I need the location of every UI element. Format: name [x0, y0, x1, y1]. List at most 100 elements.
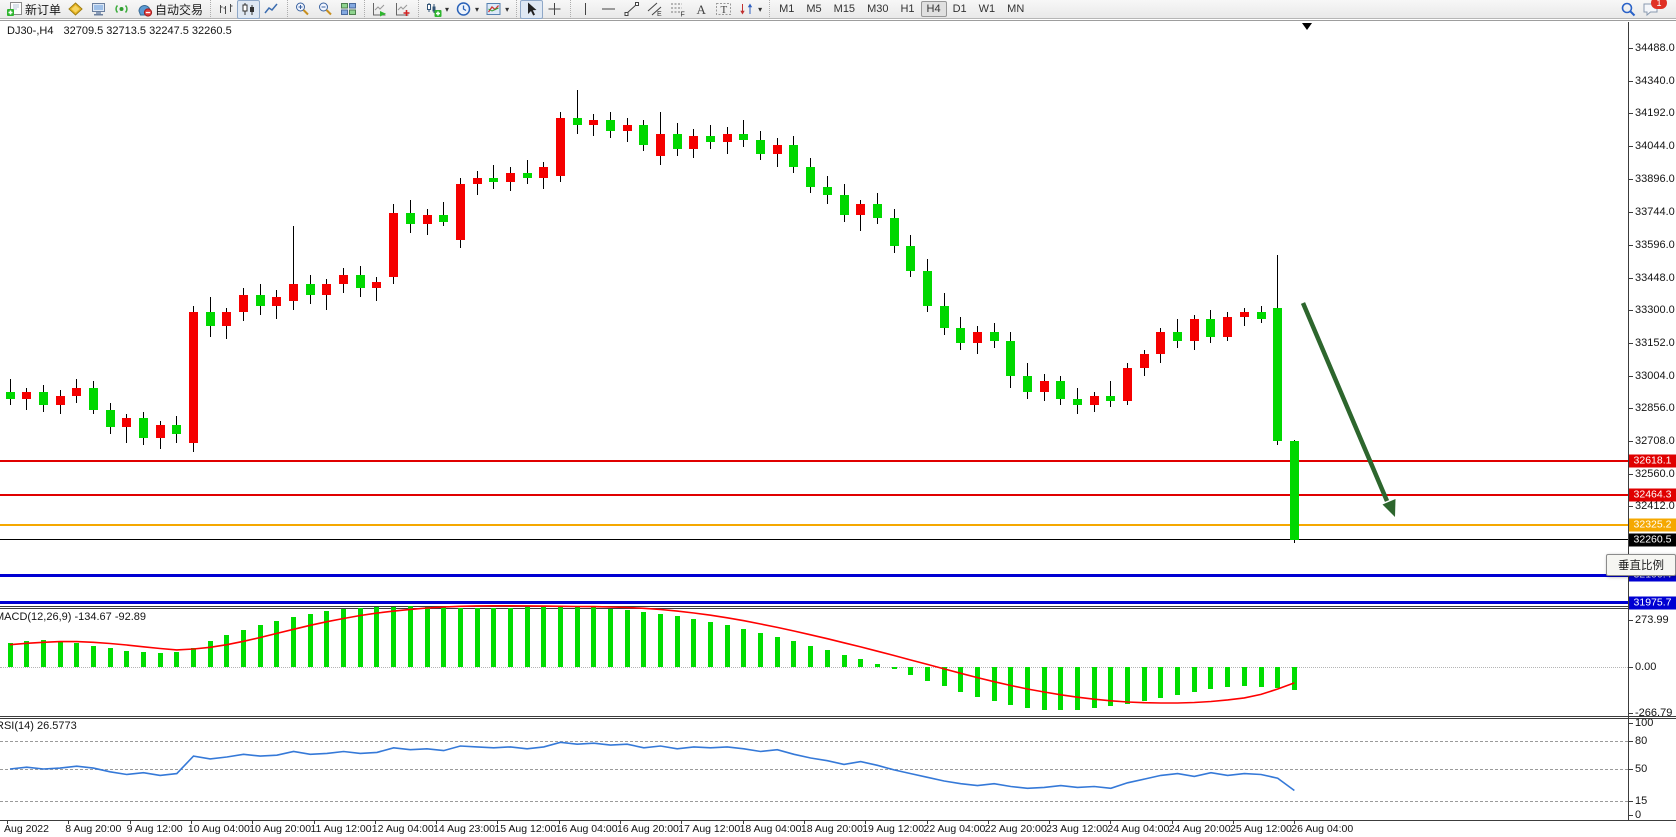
price-tick-label: 33744.0 — [1635, 206, 1675, 219]
time-tick-mark — [497, 820, 499, 824]
candle — [922, 270, 932, 306]
arrows-button[interactable]: ▾ — [735, 0, 765, 19]
hline-button[interactable] — [597, 0, 620, 19]
vline-icon — [577, 1, 594, 17]
resistance-line[interactable] — [0, 459, 1628, 462]
candlestick-button[interactable] — [237, 0, 261, 19]
macd-histogram-bar — [7, 642, 13, 667]
time-tick-label: 18 Aug 20:00 — [800, 823, 863, 835]
toolbar-group — [210, 0, 286, 19]
auto-scroll-icon — [371, 1, 388, 17]
trend-arrow[interactable] — [1300, 302, 1396, 517]
timeframe-h4-button[interactable]: H4 — [920, 1, 947, 17]
vline-button[interactable] — [574, 0, 597, 19]
template-button[interactable]: ▾ — [482, 0, 512, 19]
candle — [1089, 396, 1099, 406]
macd-histogram-bar — [1158, 667, 1164, 698]
candle — [539, 166, 549, 178]
candle — [172, 425, 182, 434]
candle — [1273, 308, 1283, 441]
autotrade-button[interactable]: 自动交易 — [133, 0, 206, 19]
gold-icon — [67, 1, 84, 17]
line-chart-button[interactable] — [260, 0, 283, 19]
search-button[interactable] — [1616, 0, 1639, 19]
rsi-tick-label: 0 — [1635, 809, 1642, 821]
price-tick-mark — [1628, 146, 1633, 147]
autotrade-button-label: 自动交易 — [155, 2, 204, 17]
cursor-icon — [523, 1, 540, 17]
fibonacci-button[interactable]: F — [666, 0, 689, 19]
macd-histogram-bar — [941, 667, 947, 687]
macd-histogram-bar — [307, 613, 313, 667]
macd-histogram-bar — [674, 616, 680, 667]
time-axis-border — [0, 820, 1676, 821]
timeframe-m30-button[interactable]: M30 — [867, 3, 889, 15]
new-order-button-label: 新订单 — [25, 2, 62, 17]
macd-histogram-bar — [391, 606, 397, 667]
line-chart-icon — [263, 1, 280, 17]
timeframe-m15-button[interactable]: M15 — [833, 3, 856, 15]
panel-separator-macd[interactable] — [0, 606, 1676, 609]
macd-histogram-bar — [507, 607, 513, 667]
tile-windows-icon — [340, 1, 357, 17]
timeframe-m1-button[interactable]: M1 — [779, 3, 795, 15]
resistance-line-label: 32618.1 — [1629, 454, 1676, 468]
time-tick-label: 23 Aug 12:00 — [1046, 823, 1108, 835]
text-label-button[interactable]: T — [712, 0, 735, 19]
macd-histogram-bar — [1241, 667, 1247, 687]
chevron-down-icon: ▾ — [445, 4, 450, 14]
resistance-line[interactable] — [0, 493, 1628, 496]
crosshair-icon — [546, 1, 563, 17]
price-axis-border — [1628, 22, 1629, 820]
bar-chart-button[interactable] — [214, 0, 237, 19]
crosshair-button[interactable] — [543, 0, 566, 19]
notifications-button[interactable]: 1 — [1639, 0, 1667, 19]
toolbar-group — [364, 0, 417, 19]
tile-windows-button[interactable] — [337, 0, 360, 19]
support-line[interactable] — [0, 601, 1628, 605]
candle — [939, 305, 949, 328]
candle — [756, 140, 766, 154]
chevron-down-icon: ▾ — [505, 4, 510, 14]
candle — [1256, 312, 1266, 320]
new-order-icon — [6, 1, 23, 17]
candle — [489, 177, 499, 183]
zoom-in-button[interactable] — [291, 0, 314, 19]
text-button[interactable]: A — [689, 0, 712, 19]
zoom-out-icon — [317, 1, 334, 17]
macd-tick-mark — [1628, 667, 1633, 668]
price-tick-mark — [1628, 178, 1633, 180]
candle — [1189, 319, 1199, 342]
candle-wick — [326, 279, 328, 311]
candle — [555, 118, 565, 176]
chart-shift-button[interactable] — [391, 0, 414, 19]
auto-scroll-button[interactable] — [368, 0, 391, 19]
timeframe-d1-button[interactable]: D1 — [952, 3, 967, 15]
signal-button[interactable] — [110, 0, 133, 19]
timeframe-m5-button[interactable]: M5 — [806, 3, 822, 15]
support-line[interactable] — [0, 573, 1628, 577]
candle — [989, 332, 999, 342]
candle-wick — [126, 414, 128, 443]
trendline-button[interactable] — [620, 0, 643, 19]
candle — [656, 133, 666, 156]
current-price-line[interactable] — [0, 539, 1628, 541]
periods-button[interactable]: ▾ — [452, 0, 482, 19]
chart-shift-marker-icon — [1302, 23, 1312, 30]
candle — [1106, 396, 1116, 401]
notification-badge: 1 — [1651, 0, 1667, 9]
timeframe-mn-button[interactable]: MN — [1007, 3, 1025, 15]
timeframe-h1-button[interactable]: H1 — [900, 3, 915, 15]
panel-separator-rsi[interactable] — [0, 716, 1676, 719]
macd-histogram-bar — [324, 611, 330, 667]
gold-button[interactable] — [64, 0, 87, 19]
support-line[interactable] — [0, 524, 1628, 527]
indicators-button[interactable]: ▾ — [422, 0, 452, 19]
channel-button[interactable]: E — [643, 0, 666, 19]
timeframe-w1-button[interactable]: W1 — [978, 3, 996, 15]
vertical-scale-tooltip-text: 垂直比例 — [1618, 560, 1664, 572]
zoom-out-button[interactable] — [314, 0, 337, 19]
cursor-button[interactable] — [520, 0, 544, 19]
new-order-button[interactable]: 新订单 — [3, 0, 64, 19]
terminal-button[interactable] — [87, 0, 110, 19]
